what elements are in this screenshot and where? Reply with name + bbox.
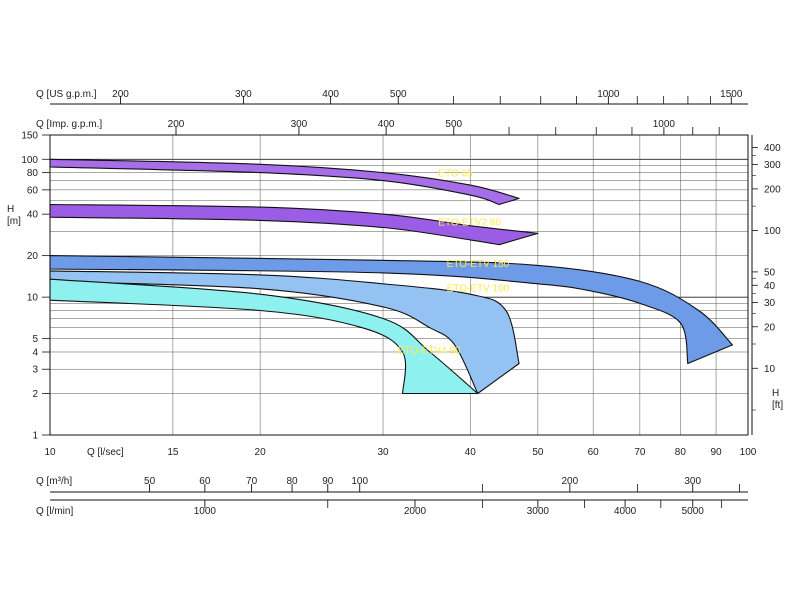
- impgpm-axis-tick-label: 200: [168, 119, 185, 130]
- impgpm-axis-tick-label: 300: [291, 119, 308, 130]
- x-tick-label: 90: [710, 447, 722, 458]
- x-tick-label: 40: [465, 447, 477, 458]
- lmin-axis-tick-label: 1000: [194, 506, 217, 517]
- y-tick-label: 5: [32, 334, 38, 345]
- lmin-axis-tick-label: 5000: [682, 506, 705, 517]
- y-tick-label: 150: [21, 131, 38, 142]
- m3h-axis-tick-label: 80: [286, 476, 298, 487]
- pump-curve-5: [49, 278, 479, 395]
- usgpm-axis-tick-label: 1000: [597, 89, 620, 100]
- m3h-axis-tick-label: 100: [351, 476, 368, 487]
- m3h-axis-tick-label: 60: [199, 476, 211, 487]
- x-tick-label: 50: [532, 447, 544, 458]
- usgpm-axis-title: Q [US g.p.m.]: [36, 89, 97, 100]
- x-tick-label: 100: [740, 447, 757, 458]
- x-tick-label: 80: [675, 447, 687, 458]
- curve-label: ETO-ETV4 80: [398, 346, 461, 357]
- lmin-axis-title: Q [l/min]: [36, 506, 73, 517]
- ft-tick-label: 30: [764, 298, 776, 309]
- pump-curve-4: [49, 270, 520, 395]
- impgpm-axis-title: Q [Imp. g.p.m.]: [36, 119, 102, 130]
- y-tick-label: 3: [32, 365, 38, 376]
- right-axis-title: [ft]: [772, 400, 783, 411]
- pump-curve-3: [49, 255, 734, 365]
- y-tick-label: 2: [32, 389, 38, 400]
- usgpm-axis-tick-label: 400: [322, 89, 339, 100]
- y-tick-label: 20: [27, 251, 39, 262]
- x-tick-label: 60: [588, 447, 600, 458]
- y-tick-label: 100: [21, 155, 38, 166]
- lmin-axis-tick-label: 2000: [404, 506, 427, 517]
- ft-tick-label: 20: [764, 322, 776, 333]
- usgpm-axis-tick-label: 1500: [720, 89, 743, 100]
- lmin-axis-tick-label: 3000: [527, 506, 550, 517]
- left-head-axis: 1 2 3 4 5 10 20 40 60 80 100 150 H[m]: [7, 131, 50, 442]
- m3h-axis-title: Q [m³/h]: [36, 476, 72, 487]
- plot-border: [49, 134, 749, 436]
- ft-tick-label: 50: [764, 267, 776, 278]
- ft-tick-label: 300: [764, 160, 781, 171]
- y-tick-label: 60: [27, 185, 39, 196]
- ft-tick-label: 100: [764, 226, 781, 237]
- m3h-axis-tick-label: 90: [322, 476, 334, 487]
- plot-frame: [49, 134, 749, 436]
- y-tick-label: 40: [27, 210, 39, 221]
- pump-curve-1: [49, 158, 520, 206]
- curve-label: ETO-ETV 150: [447, 259, 510, 270]
- bottom-flow-axes: Q [m³/h] 50 60 70 80 90 100 200 300 Q [l/min] 1000…: [36, 476, 748, 517]
- x-tick-label: 70: [634, 447, 646, 458]
- ft-tick-label: 40: [764, 281, 776, 292]
- usgpm-axis-tick-label: 200: [112, 89, 129, 100]
- top-flow-axes: Q [US g.p.m.] 200 300 400 500 1000 1500 Q [Imp.…: [36, 89, 748, 136]
- ft-tick-label: 10: [764, 364, 776, 375]
- y-axis-title: [m]: [7, 216, 21, 227]
- right-axis-title: H: [772, 388, 779, 399]
- pump-curve-2: [49, 203, 539, 246]
- x-tick-label: 15: [167, 447, 179, 458]
- m3h-axis-tick-label: 200: [561, 476, 578, 487]
- x-tick-label: 10: [44, 447, 56, 458]
- x-axis-title: Q [l/sec]: [87, 447, 124, 458]
- right-head-axis: 10 20 30 40 50 100 200 300 400 H[ft]: [751, 135, 783, 435]
- main-flow-axis: 10 15 20 30 40 50 60 70 80 90 100 Q [l/sec]: [44, 447, 756, 458]
- pump-curves: ETO 65 ETO-ETV2 80 ETO-ETV 150 ETO-ETV 100 E…: [49, 158, 734, 395]
- x-tick-label: 20: [255, 447, 267, 458]
- impgpm-axis-tick-label: 500: [445, 119, 462, 130]
- y-tick-label: 4: [32, 347, 38, 358]
- y-tick-label: 1: [32, 431, 38, 442]
- usgpm-axis-tick-label: 300: [235, 89, 252, 100]
- ft-tick-label: 200: [764, 184, 781, 195]
- m3h-axis-tick-label: 50: [144, 476, 156, 487]
- y-tick-label: 80: [27, 168, 39, 179]
- curve-label: ETO 65: [438, 169, 473, 180]
- m3h-axis-tick-label: 300: [684, 476, 701, 487]
- usgpm-axis-tick-label: 500: [390, 89, 407, 100]
- impgpm-axis-tick-label: 400: [378, 119, 395, 130]
- curve-label: ETO-ETV2 80: [438, 218, 501, 229]
- lmin-axis-tick-label: 4000: [614, 506, 637, 517]
- impgpm-axis-tick-label: 1000: [653, 119, 676, 130]
- y-axis-title: H: [7, 204, 14, 215]
- y-tick-label: 10: [27, 293, 39, 304]
- m3h-axis-tick-label: 70: [246, 476, 258, 487]
- x-tick-label: 30: [377, 447, 389, 458]
- curve-label: ETO-ETV 100: [447, 283, 510, 294]
- ft-tick-label: 400: [764, 143, 781, 154]
